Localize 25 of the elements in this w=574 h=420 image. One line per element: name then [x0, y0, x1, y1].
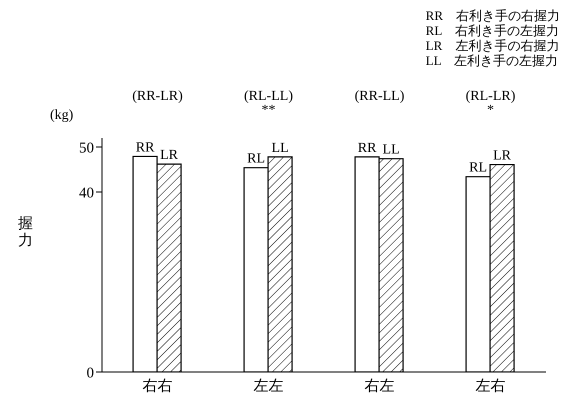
text: LR 左利き手の右握力 [426, 38, 560, 53]
data-label: LR [493, 148, 512, 164]
data-label: LL [272, 140, 289, 156]
text: LL 左利き手の左握力 [426, 53, 560, 68]
data-label: LL [382, 142, 400, 158]
data-label: RR [358, 140, 378, 156]
x-tick-label: 右右 [142, 376, 172, 395]
data-label: LR [160, 148, 179, 164]
text: RL 右利き手の左握力 [426, 23, 560, 38]
x-tick-label: 右左 [364, 376, 394, 395]
y-axis-title: 握力 [18, 214, 33, 249]
y-tick-label: 0 [86, 365, 94, 382]
x-tick-label: 左右 [476, 376, 506, 395]
text: RR 右利き手の右握力 [426, 8, 560, 23]
y-tick-label: 50 [79, 140, 94, 156]
text: (kg) [50, 108, 74, 124]
text: (RL-LL) ** [243, 89, 294, 118]
y-tick-label: 40 [79, 185, 94, 202]
data-label: RR [136, 140, 156, 156]
x-tick-label: 左左 [254, 376, 284, 395]
data-label: RL [247, 152, 266, 167]
text: (RR-LL) [354, 89, 406, 104]
data-label: RL [469, 160, 488, 176]
text: (RR-LR) [131, 89, 184, 104]
text: (RL-LR) * [464, 89, 516, 118]
